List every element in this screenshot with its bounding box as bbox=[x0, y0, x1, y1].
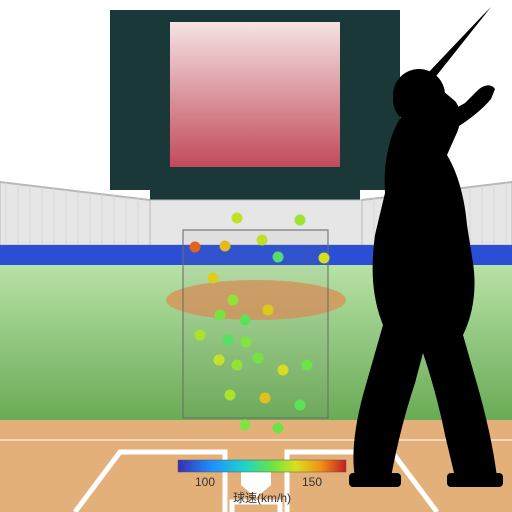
pitch-marker bbox=[220, 241, 231, 252]
colorbar-label: 球速(km/h) bbox=[233, 491, 291, 505]
pitch-marker bbox=[225, 390, 236, 401]
pitch-marker bbox=[208, 273, 219, 284]
pitch-marker bbox=[278, 365, 289, 376]
pitch-marker bbox=[319, 253, 330, 264]
colorbar-gradient bbox=[178, 460, 346, 472]
pitch-marker bbox=[195, 330, 206, 341]
pitch-marker bbox=[253, 353, 264, 364]
colorbar-tick: 150 bbox=[302, 475, 322, 489]
pitch-marker bbox=[257, 235, 268, 246]
pitch-marker bbox=[241, 337, 252, 348]
pitch-marker bbox=[273, 423, 284, 434]
pitch-marker bbox=[263, 305, 274, 316]
pitch-marker bbox=[302, 360, 313, 371]
colorbar-tick: 100 bbox=[195, 475, 215, 489]
pitch-marker bbox=[260, 393, 271, 404]
pitch-marker bbox=[190, 242, 201, 253]
pitch-marker bbox=[232, 213, 243, 224]
pitch-marker bbox=[223, 335, 234, 346]
pitch-marker bbox=[295, 400, 306, 411]
pitch-location-chart: 100 150 球速(km/h) bbox=[0, 0, 512, 512]
pitch-marker bbox=[228, 295, 239, 306]
pitch-marker bbox=[232, 360, 243, 371]
pitch-marker bbox=[215, 310, 226, 321]
strike-zone-rect bbox=[183, 230, 328, 418]
pitch-marker bbox=[240, 420, 251, 431]
pitch-marker bbox=[295, 215, 306, 226]
pitch-marker bbox=[214, 355, 225, 366]
pitch-marker bbox=[240, 315, 251, 326]
pitch-marker bbox=[273, 252, 284, 263]
